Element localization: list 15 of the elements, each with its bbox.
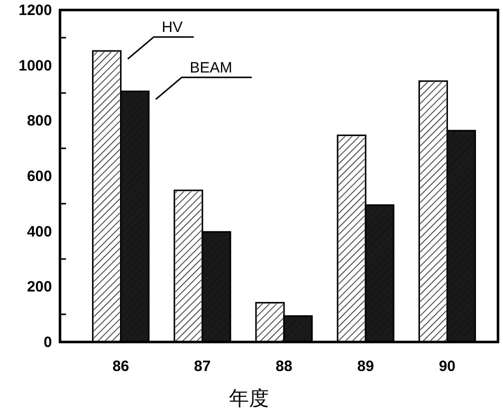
y-tick-label: 1000: [18, 57, 52, 74]
x-axis-title: 年度: [229, 388, 269, 410]
y-tick-label: 200: [26, 278, 52, 296]
y-tick-label: 800: [26, 112, 52, 130]
y-tick-label: 400: [26, 223, 52, 240]
y-tick-label: 1200: [18, 2, 52, 19]
x-tick-label: 90: [438, 358, 456, 375]
y-tick-label: 0: [44, 334, 52, 351]
text: HV: [162, 18, 183, 36]
x-tick-label: 89: [357, 358, 374, 375]
text: BEAM: [190, 59, 232, 76]
x-tick-label: 87: [194, 358, 211, 375]
x-tick-label: 88: [276, 358, 292, 375]
x-tick-label: 86: [112, 358, 130, 375]
y-tick-label: 600: [26, 168, 52, 185]
